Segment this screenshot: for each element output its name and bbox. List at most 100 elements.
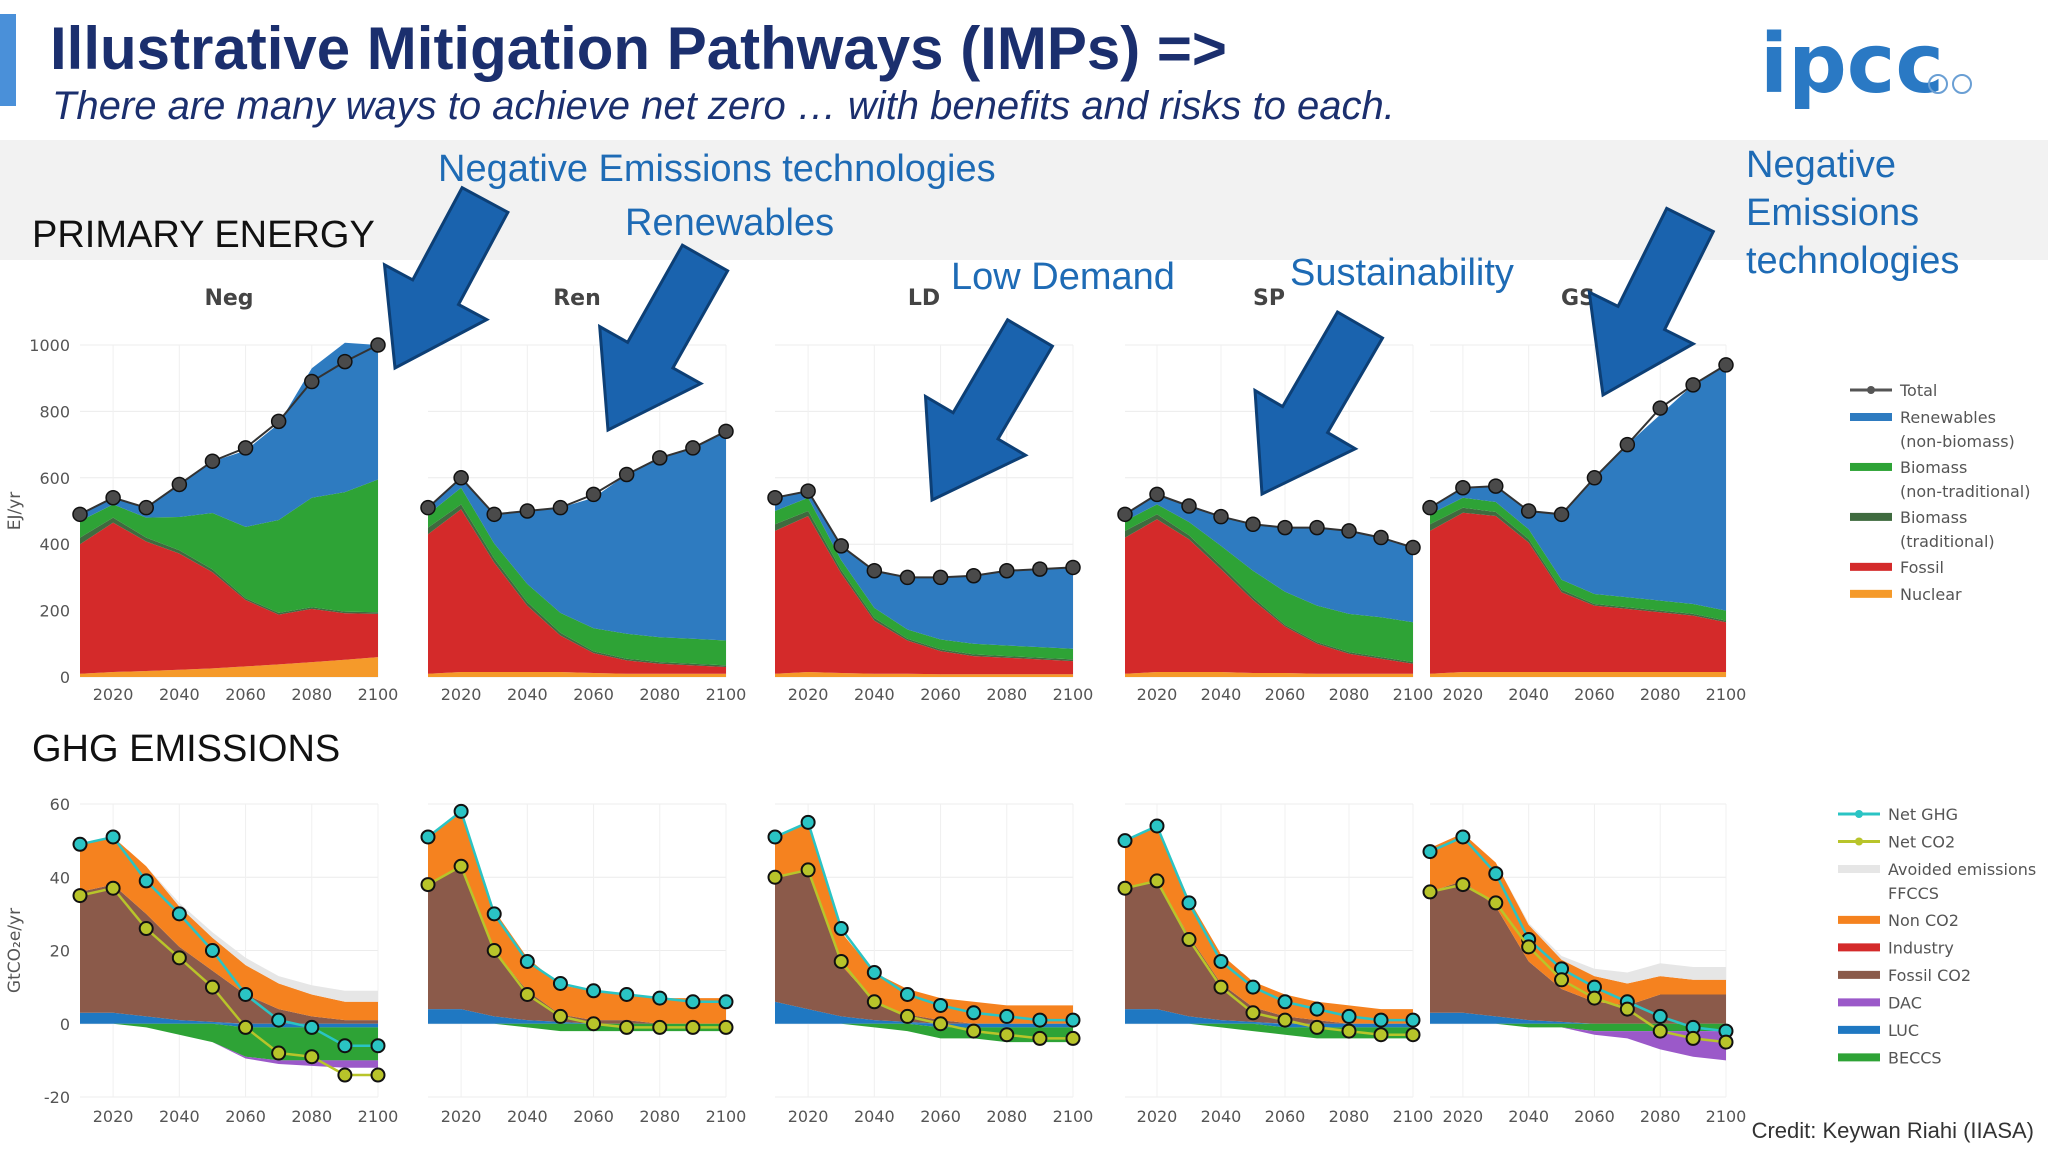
total-point xyxy=(171,476,188,493)
total-point xyxy=(652,450,668,466)
net-ghg-point xyxy=(1455,829,1471,845)
net-co2-point xyxy=(1341,1023,1357,1039)
energy-legend: Total Renewables (non-biomass) Biomass (non-… xyxy=(1850,381,2030,604)
net-ghg-point xyxy=(652,990,668,1006)
net-co2-point xyxy=(933,1016,949,1032)
net-ghg-point xyxy=(685,994,701,1010)
total-point xyxy=(932,569,949,586)
net-co2-point xyxy=(453,858,469,874)
slide-title: Illustrative Mitigation Pathways (IMPs) … xyxy=(50,15,1227,82)
ghg-emissions-label: GHG EMISSIONS xyxy=(32,728,341,770)
area-dac xyxy=(80,1023,378,1068)
net-co2-point xyxy=(1422,884,1438,900)
total-point xyxy=(1309,519,1325,536)
area-renewables xyxy=(80,342,378,527)
x-tick-label: 2060 xyxy=(920,685,961,704)
x-tick-label: 2040 xyxy=(1508,1107,1549,1126)
legend-label-non_co2: Non CO2 xyxy=(1888,911,1959,930)
net-ghg-line xyxy=(1429,835,1727,1033)
total-line xyxy=(79,344,379,516)
total-point xyxy=(552,499,569,516)
net-ghg-point xyxy=(105,829,121,845)
total-point xyxy=(1520,503,1537,519)
legend-marker-net_ghg xyxy=(1855,810,1863,818)
area-luc xyxy=(1125,1009,1413,1024)
net-ghg-line xyxy=(774,820,1073,1022)
y-tick-label: 0 xyxy=(60,1015,70,1034)
net-ghg-point xyxy=(999,1008,1015,1024)
net-ghg-point xyxy=(1405,1012,1421,1028)
area-renewables xyxy=(1125,494,1413,623)
net-ghg-point xyxy=(767,829,783,845)
net-ghg-point xyxy=(486,906,502,922)
total-point xyxy=(486,506,502,523)
total-point xyxy=(899,569,916,586)
legend-label-biomass: (non-traditional) xyxy=(1900,482,2030,501)
net-co2-point xyxy=(72,888,88,904)
net-co2-point xyxy=(1718,1034,1734,1050)
x-tick-label: 2040 xyxy=(1201,1107,1242,1126)
total-point xyxy=(1065,559,1081,576)
y-tick-label: 40 xyxy=(50,868,70,887)
net-co2-point xyxy=(1685,1030,1701,1046)
net-ghg-point xyxy=(966,1005,982,1021)
area-fossil_co2 xyxy=(1430,880,1726,1024)
net-ghg-point xyxy=(138,873,154,889)
net-co2-point xyxy=(619,1019,635,1035)
net-ghg-point xyxy=(718,994,734,1010)
legend-swatch-fossil_co2 xyxy=(1838,970,1880,979)
net-ghg-point xyxy=(238,986,254,1002)
net-co2-point xyxy=(1521,939,1537,955)
net-ghg-point xyxy=(1245,979,1261,995)
total-point xyxy=(1117,506,1133,523)
net-ghg-point xyxy=(866,964,882,980)
total-point xyxy=(1181,498,1197,514)
y-tick-label: 20 xyxy=(50,942,70,961)
total-point xyxy=(833,538,849,554)
total-point xyxy=(800,483,816,499)
area-non_co2 xyxy=(80,837,378,1021)
legend-label-avoided: Avoided emissions xyxy=(1888,860,2036,879)
legend-label-biomass_trad: (traditional) xyxy=(1900,532,1995,551)
x-tick-label: 2100 xyxy=(1706,685,1747,704)
net-co2-point xyxy=(685,1019,701,1035)
total-point xyxy=(337,353,353,370)
x-tick-label: 2020 xyxy=(1443,1107,1484,1126)
net-co2-point xyxy=(171,950,187,966)
x-tick-label: 2100 xyxy=(358,1107,399,1126)
net-ghg-point xyxy=(1373,1012,1389,1028)
area-luc xyxy=(775,1001,1073,1024)
x-tick-label: 2020 xyxy=(93,685,134,704)
arrow-ren-icon xyxy=(597,243,730,433)
net-ghg-point xyxy=(1149,818,1165,834)
area-beccs xyxy=(428,1023,726,1032)
total-point xyxy=(237,440,254,456)
net-co2-point xyxy=(718,1019,734,1035)
net-co2-point xyxy=(1032,1030,1048,1046)
area-biomass xyxy=(428,487,726,666)
x-tick-label: 2020 xyxy=(93,1107,134,1126)
legend-label-biomass: Biomass xyxy=(1900,458,1967,477)
area-luc xyxy=(775,1023,1073,1028)
net-ghg-point xyxy=(1488,866,1504,882)
net-ghg-point xyxy=(1117,833,1133,849)
total-point xyxy=(105,489,121,506)
legend-label-renewables: (non-biomass) xyxy=(1900,432,2015,451)
x-tick-label: 2100 xyxy=(1393,685,1434,704)
net-co2-point xyxy=(304,1049,320,1065)
total-point xyxy=(767,489,783,506)
x-tick-label: 2040 xyxy=(507,685,548,704)
legend-marker-net_co2 xyxy=(1855,837,1863,846)
net-co2-point xyxy=(370,1067,386,1083)
arrow-sp-icon xyxy=(1253,309,1385,497)
x-tick-label: 2060 xyxy=(920,1107,961,1126)
total-point xyxy=(1422,499,1438,516)
net-co2-line xyxy=(1429,883,1727,1044)
total-point xyxy=(370,337,386,353)
net-co2-point xyxy=(1245,1005,1261,1021)
x-tick-label: 2020 xyxy=(788,685,829,704)
total-line xyxy=(1429,364,1727,516)
legend-label-nuclear: Nuclear xyxy=(1900,585,1962,604)
net-co2-point xyxy=(586,1016,602,1032)
